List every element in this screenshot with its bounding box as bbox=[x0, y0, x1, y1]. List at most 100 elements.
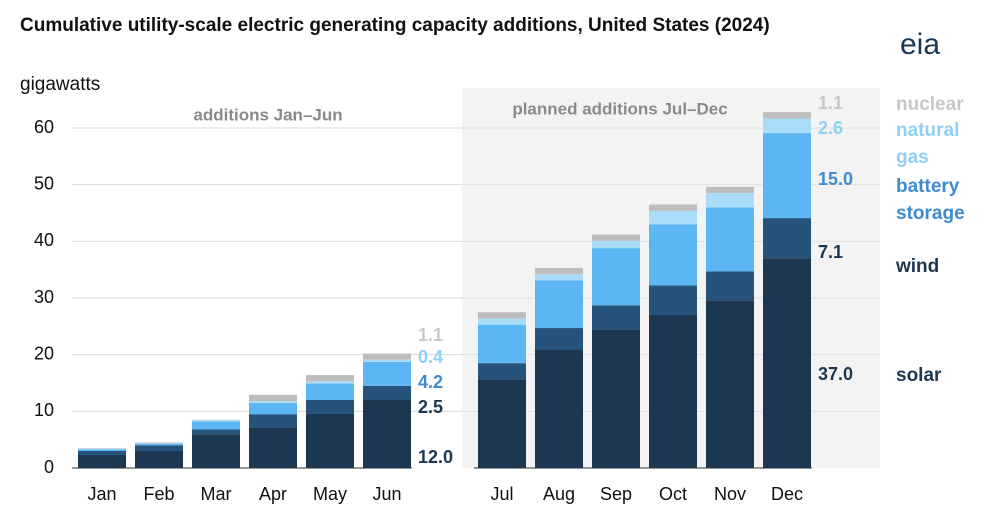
bar-segment bbox=[592, 329, 640, 468]
y-tick-label: 40 bbox=[34, 230, 54, 250]
x-tick-label: Mar bbox=[201, 484, 232, 504]
bar-segment bbox=[192, 429, 240, 435]
bar-segment bbox=[363, 385, 411, 400]
value-label: 15.0 bbox=[818, 169, 853, 189]
bar-segment bbox=[706, 300, 754, 468]
bar-segment bbox=[78, 449, 126, 451]
value-label: 2.6 bbox=[818, 118, 843, 138]
bar-segment bbox=[192, 421, 240, 430]
bar-segment bbox=[306, 413, 354, 468]
bar-segment bbox=[478, 324, 526, 364]
bar-segment bbox=[592, 240, 640, 249]
x-tick-label: Aug bbox=[543, 484, 575, 504]
bar-segment bbox=[249, 414, 297, 428]
value-label: 7.1 bbox=[818, 242, 843, 262]
bar-segment bbox=[135, 451, 183, 468]
value-label: 0.4 bbox=[418, 347, 443, 367]
bar-segment bbox=[249, 427, 297, 468]
y-tick-label: 30 bbox=[34, 287, 54, 307]
value-label: 1.1 bbox=[418, 325, 443, 345]
y-tick-label: 10 bbox=[34, 400, 54, 420]
bar-segment bbox=[763, 258, 811, 468]
bar-segment bbox=[706, 193, 754, 208]
bar-segment bbox=[78, 448, 126, 450]
x-tick-label: May bbox=[313, 484, 347, 504]
bar-segment bbox=[763, 133, 811, 219]
bar-segment bbox=[306, 375, 354, 382]
bar-segment bbox=[192, 419, 240, 421]
bar-segment bbox=[306, 400, 354, 414]
bar-segment bbox=[363, 362, 411, 386]
bar-segment bbox=[535, 274, 583, 281]
bar-segment bbox=[706, 271, 754, 301]
bar-segment bbox=[535, 328, 583, 350]
bar-segment bbox=[249, 394, 297, 402]
y-tick-label: 0 bbox=[44, 457, 54, 477]
legend-entry: wind bbox=[896, 256, 940, 277]
legend-entry: solar bbox=[896, 365, 942, 386]
bar-segment bbox=[763, 118, 811, 134]
x-tick-label: Nov bbox=[714, 484, 746, 504]
y-tick-label: 50 bbox=[34, 173, 54, 193]
x-tick-label: Oct bbox=[659, 484, 687, 504]
bar-segment bbox=[649, 224, 697, 286]
bar-segment bbox=[478, 379, 526, 468]
bar-segment bbox=[249, 402, 297, 415]
y-tick-label: 60 bbox=[34, 117, 54, 137]
bar-segment bbox=[135, 443, 183, 444]
x-tick-label: Jan bbox=[87, 484, 116, 504]
annotation: additions Jan–Jun bbox=[193, 105, 342, 124]
bar-segment bbox=[78, 448, 126, 449]
bar-segment bbox=[763, 218, 811, 259]
bar-segment bbox=[363, 400, 411, 468]
bar-segment bbox=[135, 442, 183, 444]
bar-segment bbox=[478, 363, 526, 380]
bar-segment bbox=[192, 434, 240, 468]
bar-segment bbox=[535, 280, 583, 329]
bar-segment bbox=[192, 420, 240, 422]
bar-segment bbox=[649, 210, 697, 225]
bar-segment bbox=[78, 454, 126, 468]
value-label: 1.1 bbox=[818, 93, 843, 113]
annotation: planned additions Jul–Dec bbox=[512, 99, 727, 118]
bar-segment bbox=[649, 204, 697, 211]
bar-segment bbox=[649, 285, 697, 315]
x-tick-label: Dec bbox=[771, 484, 803, 504]
chart-title: Cumulative utility-scale electric genera… bbox=[20, 15, 770, 36]
x-tick-label: Apr bbox=[259, 484, 287, 504]
bar-segment bbox=[649, 315, 697, 468]
x-tick-label: Jun bbox=[372, 484, 401, 504]
value-label: 2.5 bbox=[418, 397, 443, 417]
bar-segment bbox=[363, 353, 411, 360]
bar-segment bbox=[363, 359, 411, 363]
bar-segment bbox=[706, 207, 754, 272]
x-tick-label: Jul bbox=[490, 484, 513, 504]
bar-segment bbox=[478, 318, 526, 325]
bar-segment bbox=[592, 248, 640, 306]
y-axis-label: gigawatts bbox=[20, 74, 101, 95]
bar-segment bbox=[535, 267, 583, 275]
x-tick-label: Feb bbox=[143, 484, 174, 504]
legend-entry: nuclear bbox=[896, 94, 964, 115]
bar-segment bbox=[78, 451, 126, 455]
bar-segment bbox=[706, 186, 754, 194]
value-label: 37.0 bbox=[818, 364, 853, 384]
bar-segment bbox=[592, 305, 640, 330]
bar-segment bbox=[535, 349, 583, 468]
x-tick-label: Sep bbox=[600, 484, 632, 504]
legend-entry: natural gas bbox=[896, 120, 960, 168]
y-tick-label: 20 bbox=[34, 343, 54, 363]
bar-segment bbox=[306, 383, 354, 400]
bar-segment bbox=[135, 443, 183, 446]
logo: eia bbox=[900, 28, 941, 61]
bar-segment bbox=[249, 401, 297, 403]
bar-segment bbox=[478, 312, 526, 319]
legend-entry: battery storage bbox=[896, 176, 965, 224]
bar-segment bbox=[763, 112, 811, 119]
bar-segment bbox=[135, 445, 183, 451]
value-label: 12.0 bbox=[418, 447, 453, 467]
bar-segment bbox=[592, 234, 640, 241]
value-label: 4.2 bbox=[418, 372, 443, 392]
